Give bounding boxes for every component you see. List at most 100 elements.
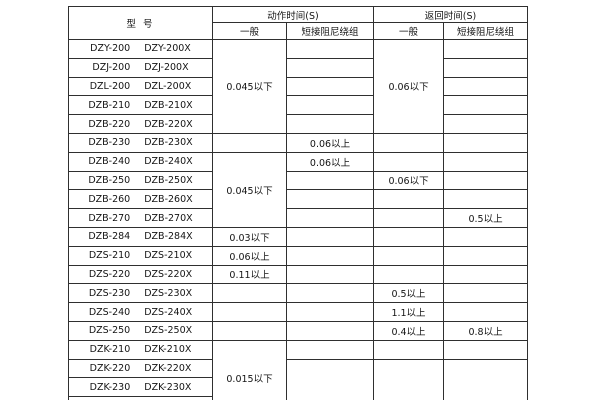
- model-cell: DZK-210 DZK-210X: [68, 339, 213, 360]
- table-row: DZB-260 DZB-260X: [68, 189, 529, 210]
- model-name: DZS-240: [88, 306, 131, 318]
- model-name: DZS-250: [88, 325, 131, 337]
- table-row: DZL-200 DZL-200X: [68, 76, 529, 97]
- value-cell: [373, 339, 445, 360]
- value-cell: [373, 151, 445, 172]
- header-row-subcolumns: 一般 短接阻尼绕组 一般 短接阻尼绕组: [69, 22, 529, 40]
- value-cell: [443, 189, 529, 210]
- model-name: DZK-210: [89, 344, 131, 356]
- model-name: DZS-250X: [144, 325, 193, 337]
- value-cell: [285, 39, 375, 59]
- model-pair: DZB-220 DZB-220X: [70, 118, 212, 130]
- model-pair: DZS-230 DZS-230X: [70, 287, 212, 299]
- value-cell: 0.045以下: [212, 151, 287, 228]
- value-cell: [443, 339, 529, 360]
- table-header: 型 号 动作时间(S) 返回时间(S) 一般 短接阻尼绕组 一般 短接阻尼绕组: [68, 6, 529, 40]
- model-pair: DZS-250 DZS-250X: [70, 325, 212, 337]
- value-cell: [285, 358, 375, 400]
- model-pair: DZB-240 DZB-240X: [70, 156, 212, 168]
- value-cell: [285, 320, 375, 341]
- model-pair: DZB-284 DZB-284X: [70, 231, 212, 243]
- model-name: DZK-230: [89, 381, 131, 393]
- table-row: DZY-200 DZY-200X 0.045以下 0.06以下: [68, 39, 529, 134]
- model-pair: DZB-210 DZB-210X: [70, 99, 212, 111]
- value-cell: [285, 57, 375, 78]
- model-pair: DZB-260 DZB-260X: [70, 193, 212, 205]
- model-cell: DZB-230 DZB-230X: [68, 132, 213, 153]
- model-pair: DZS-220 DZS-220X: [70, 269, 212, 280]
- value-cell: [443, 114, 529, 134]
- table-row: DZK-220 DZK-220X: [68, 358, 529, 400]
- model-cell: DZB-270 DZB-270X: [68, 208, 213, 228]
- value-cell: 0.06以下: [373, 39, 445, 134]
- spec-table: 型 号 动作时间(S) 返回时间(S) 一般 短接阻尼绕组 一般 短接阻尼绕组 …: [68, 6, 529, 400]
- model-pair: DZS-240 DZS-240X: [70, 306, 212, 318]
- table-row: DZK-240DZK-240X: [68, 396, 528, 400]
- model-cell: DZB-250 DZB-250X: [68, 170, 213, 191]
- table-row: DZK-210 DZK-210X 0.015以下: [68, 339, 529, 400]
- value-cell: 0.015以下: [212, 339, 287, 400]
- value-cell: 0.03以下: [212, 226, 287, 247]
- value-cell: [443, 245, 529, 266]
- value-cell: 0.8以上: [443, 320, 529, 341]
- model-name: DZL-200: [89, 80, 131, 92]
- value-cell: [373, 264, 445, 285]
- col-header-action-short-damping: 短接阻尼绕组: [285, 22, 375, 40]
- model-name: DZY-200X: [144, 43, 191, 55]
- model-cell: DZS-230 DZS-230X: [68, 283, 213, 304]
- model-cell: DZJ-200 DZJ-200X: [68, 57, 213, 78]
- model-name: DZB-240: [88, 156, 131, 168]
- model-name: DZK-220X: [144, 362, 192, 374]
- model-name: DZS-230X: [144, 287, 193, 299]
- model-cell: DZK-230 DZK-230X: [68, 377, 213, 398]
- value-cell: [212, 302, 287, 322]
- value-cell: [443, 57, 529, 78]
- model-name: DZS-240X: [144, 306, 193, 318]
- model-name: DZB-210X: [144, 99, 193, 111]
- model-name: DZB-240X: [144, 156, 193, 168]
- value-cell: [285, 226, 375, 247]
- model-name: DZB-260X: [144, 193, 193, 205]
- model-cell: DZB-220 DZB-220X: [68, 114, 213, 134]
- table-row: DZK-230 DZK-230X: [68, 377, 528, 398]
- model-name: DZB-284: [88, 231, 131, 243]
- table-row: DZS-250 DZS-250X 0.4以上 0.8以上: [68, 320, 529, 341]
- model-pair: DZY-200 DZY-200X: [70, 43, 212, 55]
- col-header-return-short-damping: 短接阻尼绕组: [443, 22, 529, 40]
- value-cell: 1.1以上: [373, 302, 445, 322]
- value-cell: [212, 283, 287, 304]
- table-row: DZS-220 DZS-220X 0.11以上: [68, 264, 529, 285]
- value-cell: 0.11以上: [212, 264, 287, 285]
- model-pair: DZB-250 DZB-250X: [70, 175, 212, 186]
- value-cell: [443, 76, 529, 97]
- model-pair: DZK-210 DZK-210X: [70, 344, 212, 356]
- value-cell: 0.5以上: [373, 283, 445, 304]
- model-pair: DZB-230 DZB-230X: [70, 137, 212, 148]
- model-cell: DZB-260 DZB-260X: [68, 189, 213, 210]
- model-cell: DZK-240DZK-240X: [68, 396, 213, 400]
- model-name: DZB-270X: [144, 212, 193, 224]
- table-row: DZS-230 DZS-230X 0.5以上: [68, 283, 529, 304]
- value-cell: [212, 320, 287, 341]
- value-cell: [443, 39, 529, 59]
- model-cell: DZS-250 DZS-250X: [68, 320, 213, 341]
- value-cell: 0.06以上: [285, 151, 375, 172]
- col-header-action-time: 动作时间(S): [211, 6, 375, 23]
- value-cell: [285, 170, 375, 191]
- model-cell: DZY-200 DZY-200X: [68, 39, 213, 59]
- header-row-groups: 型 号 动作时间(S) 返回时间(S): [68, 6, 529, 40]
- value-cell: [443, 132, 529, 153]
- model-name: DZB-270: [88, 212, 131, 224]
- value-cell: 0.5以上: [443, 208, 529, 228]
- model-name: DZB-220X: [144, 118, 193, 130]
- col-header-action-general: 一般: [212, 22, 287, 40]
- model-pair: DZK-220 DZK-220X: [70, 362, 212, 374]
- table-row: DZB-240 DZB-240X 0.045以下 0.06以上: [68, 151, 529, 228]
- model-cell: DZK-220 DZK-220X: [68, 358, 213, 379]
- model-cell: DZS-220 DZS-220X: [68, 264, 213, 285]
- model-name: DZK-210X: [144, 344, 192, 356]
- table-row: DZB-270 DZB-270X 0.5以上: [68, 208, 529, 228]
- table-row: DZS-210 DZS-210X 0.06以上: [68, 245, 529, 266]
- value-cell: [285, 283, 375, 304]
- model-name: DZB-284X: [144, 231, 193, 243]
